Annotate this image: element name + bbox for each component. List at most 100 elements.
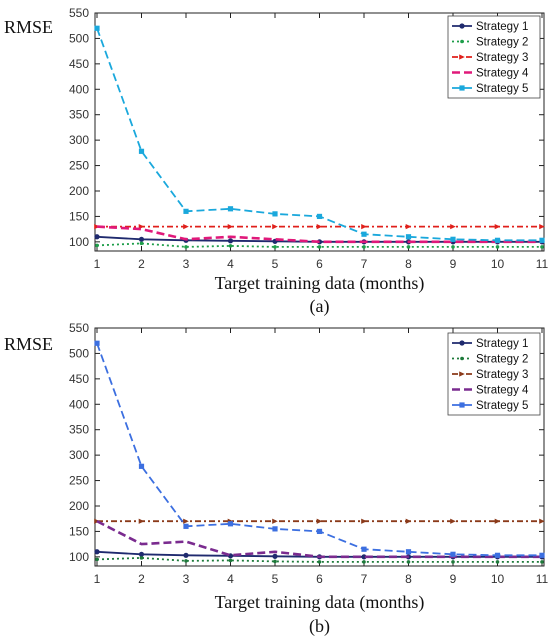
data-point [138, 551, 145, 557]
x-tick-label: 10 [491, 257, 505, 271]
data-point [316, 223, 323, 230]
data-point [317, 560, 322, 564]
y-tick-label: 500 [69, 346, 89, 360]
data-point [450, 551, 456, 557]
data-point [138, 463, 145, 469]
y-tick-label: 350 [69, 423, 89, 437]
data-point [451, 245, 455, 249]
x-tick-label: 8 [405, 257, 412, 271]
data-point [405, 223, 412, 230]
data-point [540, 560, 544, 564]
data-point [361, 518, 367, 524]
x-tick-label: 7 [361, 572, 368, 586]
data-point [94, 25, 100, 31]
data-point [539, 223, 545, 230]
data-point [138, 236, 145, 242]
data-point [94, 340, 100, 346]
x-tick-label: 8 [405, 572, 412, 586]
data-point [228, 244, 233, 248]
legend-label: Strategy 3 [476, 369, 528, 381]
data-point [494, 518, 501, 524]
legend-label: Strategy 4 [476, 385, 529, 397]
y-tick-label: 400 [69, 82, 89, 96]
data-point [94, 234, 100, 240]
y-tick-label: 550 [69, 321, 89, 335]
data-point [227, 521, 234, 527]
x-tick-label: 7 [361, 257, 368, 271]
legend-label: Strategy 5 [476, 400, 528, 412]
data-point [405, 518, 412, 524]
legend-label: Strategy 1 [476, 338, 528, 350]
legend-label: Strategy 5 [476, 83, 528, 95]
data-point [272, 518, 278, 524]
data-point [183, 208, 189, 214]
data-point [540, 245, 544, 249]
data-point [227, 223, 234, 230]
legend-marker [459, 85, 465, 91]
x-tick-label: 3 [183, 257, 190, 271]
legend-marker [459, 371, 465, 377]
y-tick-label: 200 [69, 184, 89, 198]
data-point [405, 549, 412, 555]
data-point [139, 241, 144, 246]
data-point [95, 243, 99, 248]
data-point [361, 231, 367, 237]
data-point [316, 213, 323, 220]
legend: Strategy 1 Strategy 2 Strategy 3 Strategy 4… [447, 15, 541, 99]
chart-panel: 100 150 200 250 300 350 400 450 500 550 1 2 3 4 5 6 7 8 9 1… [4, 321, 549, 637]
y-axis-label: RMSE [4, 17, 53, 37]
data-point [361, 546, 367, 552]
legend-marker [459, 23, 465, 29]
x-tick-label: 4 [227, 257, 234, 271]
data-point [95, 557, 99, 562]
data-point [539, 552, 545, 558]
data-point [362, 245, 366, 249]
data-point [495, 245, 500, 249]
legend-label: Strategy 2 [476, 37, 528, 49]
x-tick-label: 10 [491, 572, 505, 586]
x-tick-label: 6 [316, 257, 323, 271]
y-axis-label: RMSE [4, 334, 53, 354]
legend-marker [459, 402, 465, 408]
x-tick-label: 3 [183, 572, 190, 586]
data-point [539, 518, 545, 524]
data-point [451, 560, 455, 564]
legend-marker [459, 340, 465, 346]
x-tick-label: 1 [94, 257, 101, 271]
y-tick-label: 250 [69, 159, 89, 173]
data-point [450, 236, 456, 242]
data-point [494, 552, 501, 558]
data-point [138, 148, 145, 154]
y-tick-label: 450 [69, 57, 89, 71]
x-tick-label: 2 [138, 257, 145, 271]
legend-marker [459, 54, 465, 60]
data-point [227, 238, 234, 244]
y-tick-label: 100 [69, 235, 89, 249]
data-point [361, 223, 367, 230]
data-point [272, 223, 278, 230]
chart-panel: 100 150 200 250 300 350 400 450 500 550 1 2 3 4 5 6 7 8 9 1… [4, 6, 549, 317]
data-point [227, 206, 234, 212]
x-tick-label: 11 [536, 257, 549, 271]
data-point [184, 245, 188, 249]
data-point [184, 559, 188, 563]
data-point [362, 560, 366, 564]
data-point [94, 549, 100, 555]
x-tick-label: 9 [450, 572, 457, 586]
data-point [317, 245, 322, 249]
x-axis-label: Target training data (months) [215, 592, 425, 613]
x-tick-label: 11 [536, 572, 549, 586]
y-tick-label: 300 [69, 133, 89, 147]
data-point [494, 237, 501, 243]
x-tick-label: 9 [450, 257, 457, 271]
legend-label: Strategy 3 [476, 52, 528, 64]
legend-marker [460, 39, 464, 44]
x-tick-label: 1 [94, 572, 101, 586]
series-line [96, 556, 542, 563]
y-tick-label: 500 [69, 31, 89, 45]
data-point [316, 528, 323, 535]
data-point [272, 211, 278, 217]
legend-label: Strategy 4 [476, 68, 529, 80]
data-point [272, 526, 278, 532]
